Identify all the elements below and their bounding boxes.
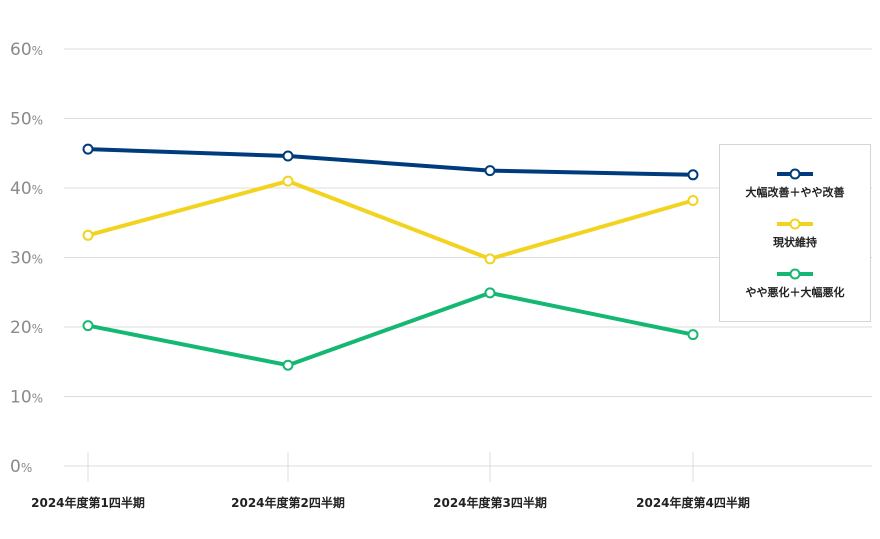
y-tick-label: 10% [10,388,43,408]
y-tick-label: 60% [10,40,43,60]
data-point [484,253,496,265]
series-0 [82,143,699,181]
data-point [82,143,94,155]
data-point [687,195,699,206]
y-tick-label: 0% [10,457,32,477]
series-line [86,179,695,261]
y-tick-label: 50% [10,110,43,130]
y-tick-label: 30% [10,249,43,269]
grid-lines [64,48,872,467]
data-point [687,329,699,341]
data-point [687,169,699,181]
data-point [82,229,94,241]
x-tick-label: 2024年度第3四半期 [433,495,547,510]
legend-label: 大幅改善＋やや改善 [746,185,845,199]
data-point [484,165,496,177]
series-group [82,143,699,371]
legend-swatch-marker [789,168,801,180]
data-point [82,320,94,332]
x-tick-label: 2024年度第1四半期 [31,495,145,510]
data-point [484,287,496,299]
legend-label: やや悪化＋大幅悪化 [746,285,845,299]
legend-swatch-marker [789,218,801,230]
data-point [282,359,294,371]
data-point [282,150,294,162]
y-tick-label: 20% [10,318,43,338]
series-line [86,147,695,177]
data-point [282,175,294,187]
series-2 [82,287,699,371]
series-1 [82,175,699,265]
legend-swatch-marker [789,268,801,280]
y-tick-label: 40% [10,179,43,199]
y-axis: 0% 10% 20% 30% 40% 50% 60% [10,40,43,477]
legend-label: 現状維持 [773,235,817,249]
x-tick-label: 2024年度第2四半期 [231,495,345,510]
series-line [86,290,695,368]
x-tick-label: 2024年度第4四半期 [636,495,750,510]
x-axis: 2024年度第1四半期 2024年度第2四半期 2024年度第3四半期 2024年度第… [31,452,750,510]
